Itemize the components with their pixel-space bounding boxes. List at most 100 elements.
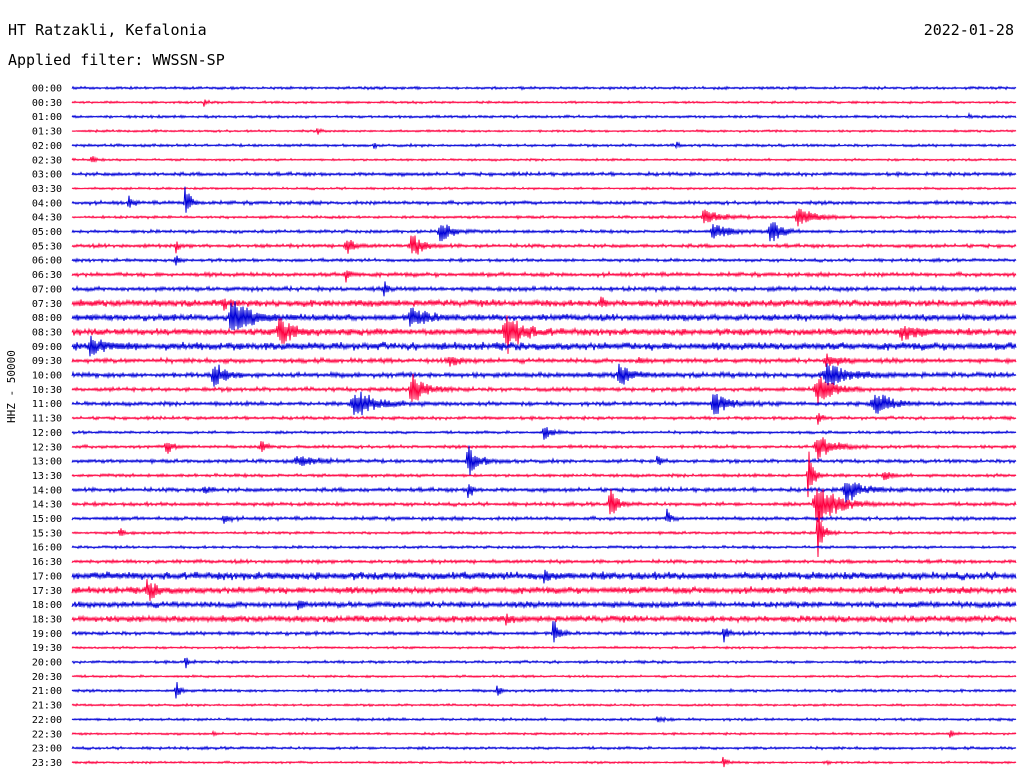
time-tick-label: 19:00	[32, 629, 62, 640]
trace-line	[71, 427, 1017, 440]
trace-line	[71, 301, 1017, 331]
trace-line	[71, 127, 1017, 135]
trace-line	[71, 99, 1017, 107]
trace-line	[71, 544, 1017, 551]
trace-line	[71, 488, 1017, 523]
time-tick-label: 09:30	[32, 356, 62, 367]
time-tick-label: 14:30	[32, 500, 62, 511]
trace-line	[71, 756, 1017, 768]
trace-line	[71, 569, 1017, 584]
trace-line	[71, 335, 1017, 357]
time-tick-label: 03:00	[32, 170, 62, 181]
time-tick-label: 13:30	[32, 471, 62, 482]
time-tick-label: 02:30	[32, 155, 62, 166]
time-tick-label: 23:30	[32, 758, 62, 769]
trace-line	[71, 511, 1017, 558]
station-title: HT Ratzakli, Kefalonia	[8, 21, 207, 39]
time-tick-label: 03:30	[32, 184, 62, 195]
trace-line	[71, 702, 1017, 708]
time-tick-label: 07:00	[32, 284, 62, 295]
time-tick-label: 19:30	[32, 643, 62, 654]
time-tick-label: 22:00	[32, 715, 62, 726]
trace-line	[71, 730, 1017, 738]
time-tick-label: 02:00	[32, 141, 62, 152]
time-tick-label: 11:00	[32, 399, 62, 410]
trace-line	[71, 186, 1017, 191]
trace-line	[71, 170, 1017, 178]
trace-line	[71, 715, 1017, 724]
time-tick-label: 15:30	[32, 528, 62, 539]
time-tick-label: 08:00	[32, 313, 62, 324]
trace-line	[71, 141, 1017, 150]
trace-line	[71, 613, 1017, 626]
time-tick-label: 17:30	[32, 586, 62, 597]
trace-line	[71, 353, 1017, 367]
time-tick-label: 12:30	[32, 442, 62, 453]
trace-line	[71, 657, 1017, 669]
time-tick-label: 06:00	[32, 256, 62, 267]
time-tick-label: 20:30	[32, 672, 62, 683]
time-tick-label: 05:30	[32, 241, 62, 252]
trace-line	[71, 208, 1017, 227]
trace-line	[71, 373, 1017, 404]
time-tick-label: 04:30	[32, 213, 62, 224]
trace-line	[71, 437, 1017, 460]
trace-line	[71, 482, 1017, 503]
time-tick-label: 00:00	[32, 84, 62, 95]
time-tick-label: 14:00	[32, 485, 62, 496]
time-tick-label: 16:30	[32, 557, 62, 568]
trace-line	[71, 673, 1017, 679]
trace-line	[71, 111, 1017, 120]
time-tick-label: 11:30	[32, 414, 62, 425]
time-tick-label: 23:00	[32, 744, 62, 755]
filter-label: Applied filter: WWSSN-SP	[8, 51, 225, 69]
time-tick-label: 21:30	[32, 701, 62, 712]
time-tick-label: 01:30	[32, 127, 62, 138]
time-tick-label: 15:00	[32, 514, 62, 525]
time-tick-label: 07:30	[32, 299, 62, 310]
time-tick-label: 21:00	[32, 686, 62, 697]
time-tick-label: 18:00	[32, 600, 62, 611]
trace-line	[71, 579, 1017, 601]
time-tick-label: 08:30	[32, 327, 62, 338]
trace-line	[71, 645, 1017, 650]
time-tick-labels: 00:00 00:30 01:00 01:30 02:00 02:30 03:00 03:30…	[32, 84, 62, 769]
trace-line	[71, 391, 1017, 416]
trace-line	[71, 745, 1017, 751]
time-tick-label: 17:00	[32, 571, 62, 582]
time-tick-label: 20:00	[32, 658, 62, 669]
time-tick-label: 09:00	[32, 342, 62, 353]
trace-line	[71, 296, 1017, 311]
seismogram-traces	[71, 85, 1017, 768]
trace-line	[71, 85, 1017, 91]
trace-line	[71, 558, 1017, 566]
trace-line	[71, 315, 1017, 354]
trace-line	[71, 281, 1017, 297]
trace-line	[71, 445, 1017, 476]
trace-line	[71, 155, 1017, 163]
time-tick-label: 10:30	[32, 385, 62, 396]
trace-line	[71, 255, 1017, 266]
trace-line	[71, 682, 1017, 699]
time-tick-label: 01:00	[32, 112, 62, 123]
trace-line	[71, 451, 1017, 498]
time-tick-label: 13:00	[32, 457, 62, 468]
time-tick-label: 22:30	[32, 729, 62, 740]
time-tick-label: 10:00	[32, 371, 62, 382]
trace-line	[71, 413, 1017, 425]
trace-line	[71, 186, 1017, 213]
trace-line	[71, 270, 1017, 283]
trace-line	[71, 599, 1017, 611]
time-tick-label: 00:30	[32, 98, 62, 109]
trace-line	[71, 621, 1017, 643]
time-tick-label: 05:00	[32, 227, 62, 238]
trace-line	[71, 508, 1017, 524]
trace-line	[71, 363, 1017, 387]
time-tick-label: 16:00	[32, 543, 62, 554]
time-tick-label: 12:00	[32, 428, 62, 439]
trace-line	[71, 235, 1017, 255]
time-tick-label: 18:30	[32, 614, 62, 625]
time-tick-label: 04:00	[32, 198, 62, 209]
date-label: 2022-01-28	[923, 21, 1014, 39]
